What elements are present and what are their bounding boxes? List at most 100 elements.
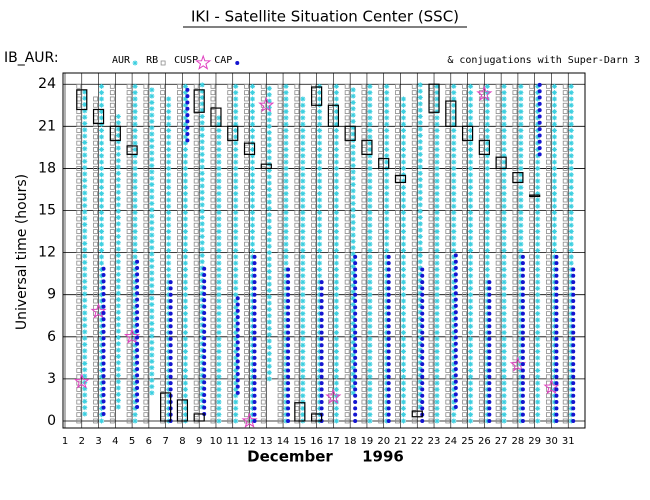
rb-symbol [546,361,551,367]
rb-symbol [428,418,434,424]
aur-symbol [233,412,239,418]
rb-symbol [210,172,216,178]
rb-symbol [210,304,216,310]
cap-symbol [420,418,425,423]
rb-symbol [277,153,283,159]
rb-symbol [311,254,317,260]
rb-symbol [227,273,233,279]
aur-symbol [115,170,121,176]
rb-symbol [445,248,451,253]
aur-symbol [166,380,172,386]
cap-symbol [202,285,207,290]
aur-symbol [501,412,507,418]
aur-symbol [535,304,541,310]
aur-symbol [417,233,423,239]
rb-symbol [361,210,367,216]
cap-symbol [202,405,207,410]
aur-symbol [166,96,172,102]
aur-symbol [568,197,574,203]
cap-symbol [135,386,140,391]
rb-symbol [210,222,216,228]
aur-symbol [434,203,440,209]
cap-symbol [252,418,257,423]
rb-symbol [428,323,434,329]
rb-symbol [361,292,367,298]
aur-symbol [333,216,339,222]
aur-symbol [350,125,356,131]
rb-symbol [462,405,467,411]
conjugation-box [193,413,205,422]
aur-symbol [250,412,256,418]
aur-symbol [417,208,423,214]
aur-symbol [199,151,205,157]
rb-symbol [344,285,350,291]
rb-symbol [411,90,417,96]
aur-symbol [82,316,88,322]
aur-symbol [535,380,541,386]
rb-symbol [177,191,182,197]
rb-symbol [361,399,367,405]
aur-symbol [400,298,406,304]
rb-symbol [478,285,484,291]
aur-symbol [367,298,373,304]
rb-symbol [244,311,249,317]
rb-symbol [512,203,518,209]
rb-symbol [378,279,384,285]
aur-symbol [182,222,188,228]
rb-symbol [344,96,350,102]
aur-symbol [400,109,406,115]
aur-symbol [417,259,423,265]
rb-symbol [529,342,535,348]
aur-symbol [199,120,205,126]
aur-symbol [417,284,423,290]
aur-symbol [99,109,105,115]
aur-symbol [501,153,507,159]
aur-symbol [417,132,423,138]
rb-symbol [311,342,317,348]
aur-symbol [451,285,457,291]
rb-symbol [244,292,249,298]
aur-symbol [518,191,524,197]
rb-symbol [244,235,249,241]
cap-symbol [235,346,240,351]
aur-symbol [300,355,306,361]
rb-symbol [344,178,350,184]
rb-symbol [193,342,199,348]
rb-symbol [210,197,216,203]
cap-symbol [554,343,559,348]
aur-symbol [132,311,138,317]
aur-symbol [451,317,457,323]
rb-symbol [109,304,115,310]
rb-symbol [76,166,82,171]
rb-symbol [445,355,451,361]
cap-symbol [252,400,257,405]
aur-symbol [115,221,121,227]
rb-symbol [126,166,132,171]
rb-symbol [160,96,166,102]
aur-symbol [535,83,541,89]
rb-symbol [378,412,384,418]
aur-symbol [518,361,524,367]
plot-frame [62,72,586,429]
cap-symbol [286,305,291,310]
rb-symbol [411,311,417,317]
cap-symbol [554,362,559,367]
rb-symbol [462,304,467,310]
aur-symbol [400,159,406,165]
aur-symbol [317,115,323,121]
aur-symbol [266,256,272,262]
aur-symbol [233,184,239,190]
aur-symbol [317,191,323,197]
aur-symbol [132,241,138,247]
cap-symbol [235,334,240,339]
aur-symbol [266,325,272,331]
rb-symbol [428,285,434,291]
rb-symbol [428,387,434,392]
cap-symbol [101,348,106,353]
cap-symbol [319,292,324,297]
rb-symbol [193,109,199,114]
aur-symbol [199,328,205,334]
aur-symbol [199,132,205,138]
aur-symbol [451,128,457,134]
rb-symbol [562,267,568,272]
